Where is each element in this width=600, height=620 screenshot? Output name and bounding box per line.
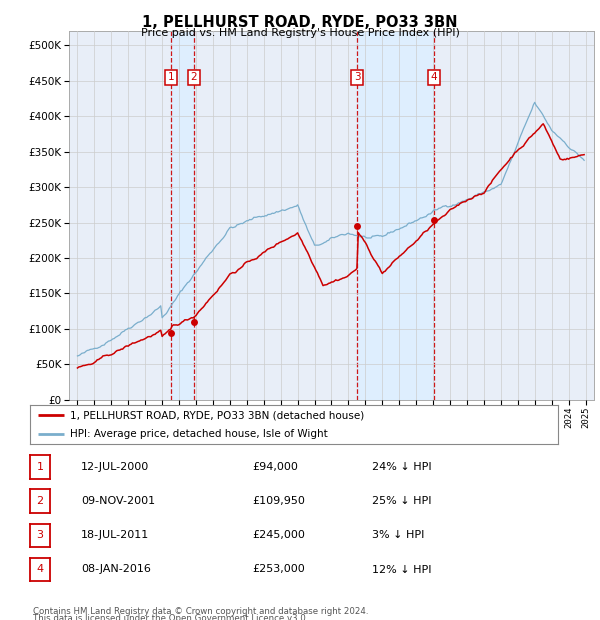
Text: 3% ↓ HPI: 3% ↓ HPI bbox=[372, 530, 424, 541]
Text: 1: 1 bbox=[37, 462, 43, 472]
Text: 3: 3 bbox=[37, 530, 43, 541]
Text: 4: 4 bbox=[430, 72, 437, 82]
Text: Price paid vs. HM Land Registry's House Price Index (HPI): Price paid vs. HM Land Registry's House … bbox=[140, 28, 460, 38]
Text: 09-NOV-2001: 09-NOV-2001 bbox=[81, 496, 155, 507]
Text: 24% ↓ HPI: 24% ↓ HPI bbox=[372, 462, 431, 472]
Text: £253,000: £253,000 bbox=[252, 564, 305, 575]
Bar bbox=[171, 31, 194, 400]
Text: 08-JAN-2016: 08-JAN-2016 bbox=[81, 564, 151, 575]
Text: 3: 3 bbox=[354, 72, 361, 82]
Text: 1, PELLHURST ROAD, RYDE, PO33 3BN: 1, PELLHURST ROAD, RYDE, PO33 3BN bbox=[142, 15, 458, 30]
Text: 2: 2 bbox=[190, 72, 197, 82]
Text: 1, PELLHURST ROAD, RYDE, PO33 3BN (detached house): 1, PELLHURST ROAD, RYDE, PO33 3BN (detac… bbox=[70, 410, 364, 420]
Text: 25% ↓ HPI: 25% ↓ HPI bbox=[372, 496, 431, 507]
Text: 18-JUL-2011: 18-JUL-2011 bbox=[81, 530, 149, 541]
Text: Contains HM Land Registry data © Crown copyright and database right 2024.: Contains HM Land Registry data © Crown c… bbox=[33, 608, 368, 616]
Text: 1: 1 bbox=[168, 72, 175, 82]
Text: £245,000: £245,000 bbox=[252, 530, 305, 541]
Text: 12-JUL-2000: 12-JUL-2000 bbox=[81, 462, 149, 472]
Text: HPI: Average price, detached house, Isle of Wight: HPI: Average price, detached house, Isle… bbox=[70, 429, 328, 439]
Text: £109,950: £109,950 bbox=[252, 496, 305, 507]
Text: 4: 4 bbox=[37, 564, 43, 575]
Text: 2: 2 bbox=[37, 496, 43, 507]
Text: £94,000: £94,000 bbox=[252, 462, 298, 472]
Text: This data is licensed under the Open Government Licence v3.0.: This data is licensed under the Open Gov… bbox=[33, 614, 308, 620]
Text: 12% ↓ HPI: 12% ↓ HPI bbox=[372, 564, 431, 575]
Bar bbox=[358, 31, 434, 400]
